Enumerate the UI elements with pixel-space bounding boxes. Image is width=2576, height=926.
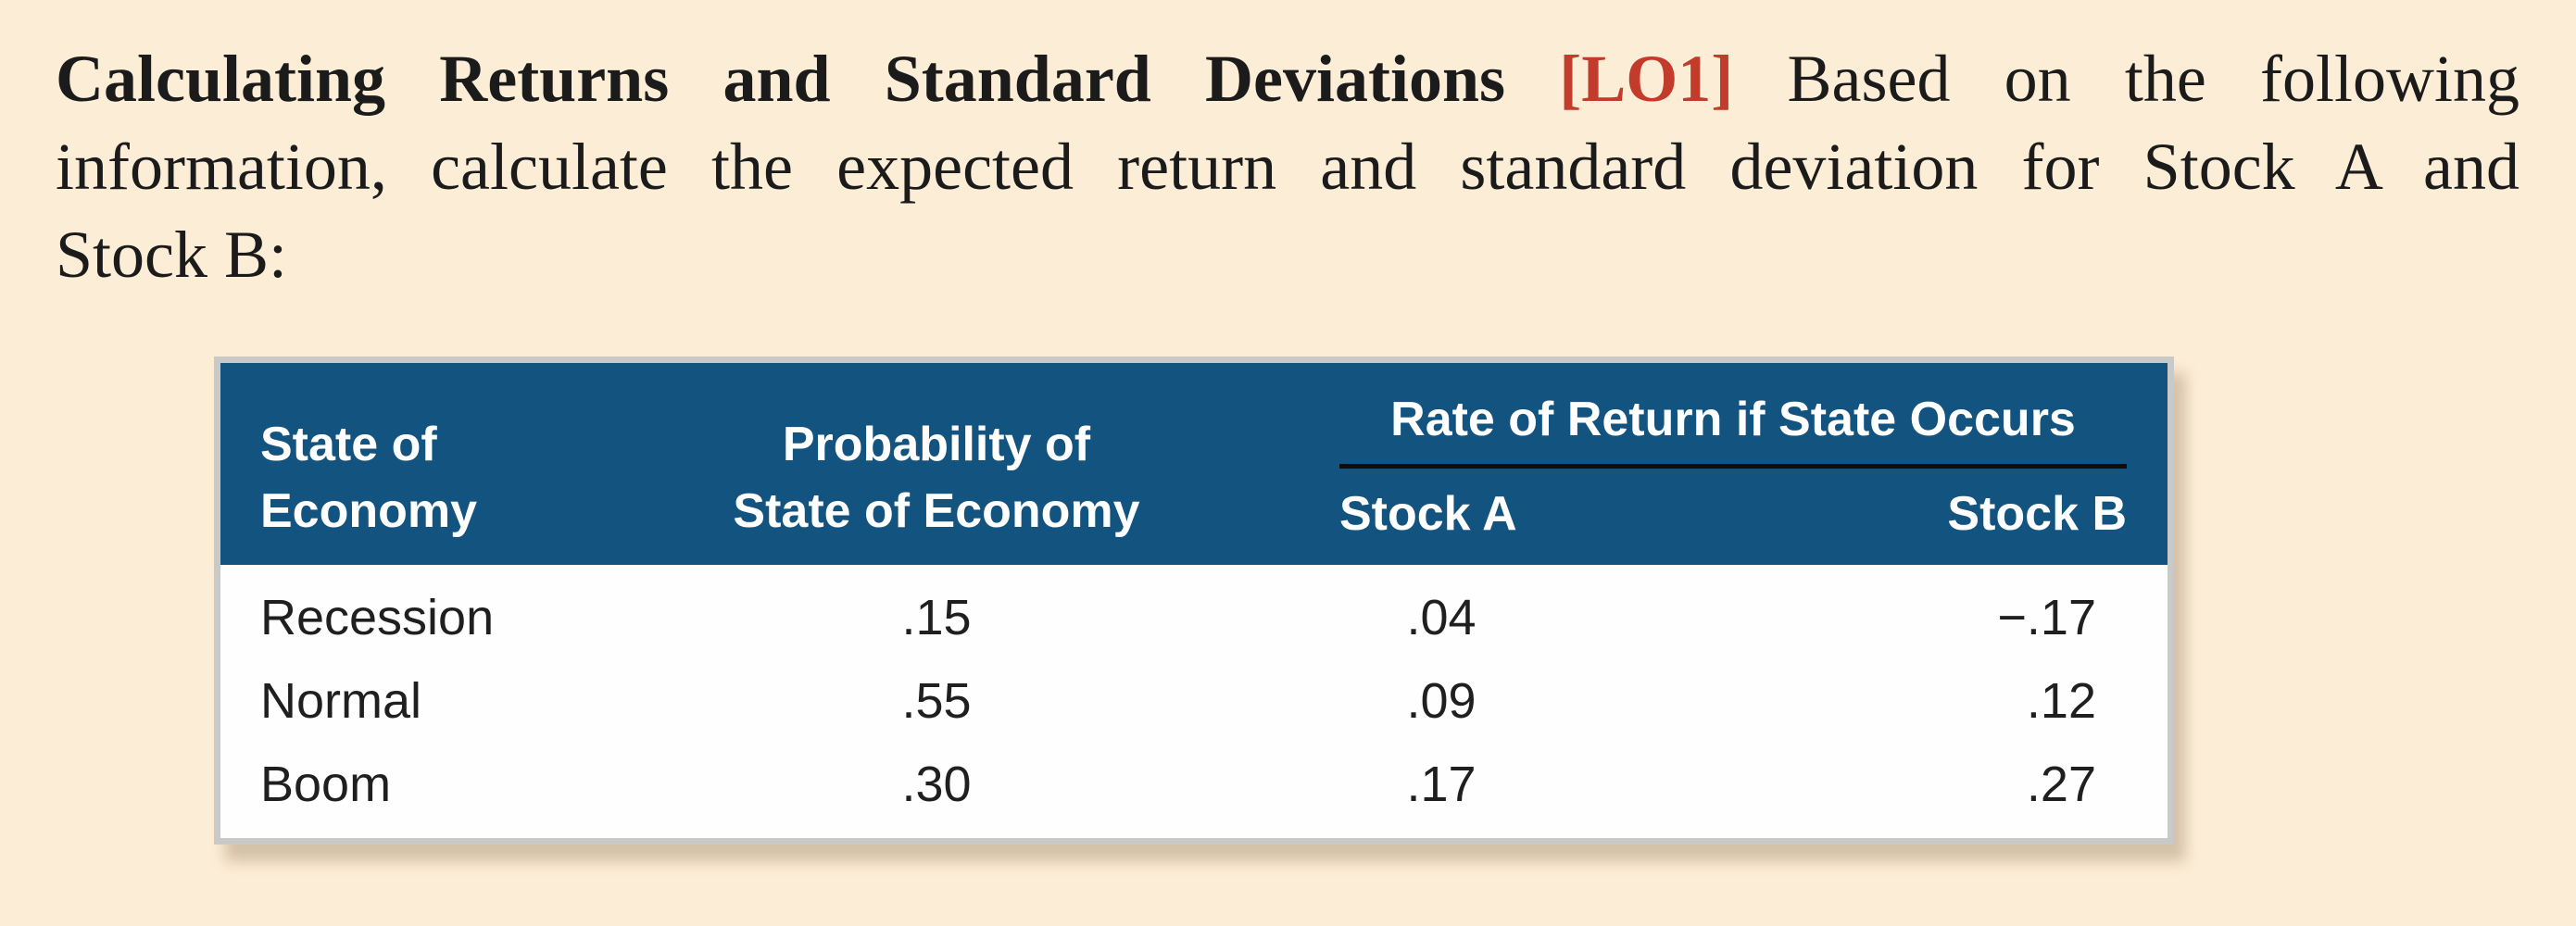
- problem-statement: Calculating Returns and Standard Deviati…: [56, 35, 2519, 299]
- cell-probability: .30: [901, 757, 972, 812]
- problem-title: Calculating Returns and Standard Deviati…: [56, 42, 1506, 116]
- cell-stock-a: .04: [1406, 590, 1476, 645]
- cell-state: Normal: [260, 673, 422, 729]
- cell-stock-a: .17: [1406, 757, 1476, 812]
- table-body: Recession .15 .04 −.17 Normal .55 .09 .1…: [220, 565, 2168, 838]
- table-row-normal: Normal .55 .09 .12: [220, 659, 2168, 743]
- problem-line-2: information, calculate the expected retu…: [56, 123, 2519, 211]
- problem-text-line2: information, calculate the expected retu…: [56, 130, 2519, 204]
- header-rate-of-return-label: Rate of Return if State Occurs: [1390, 393, 2076, 446]
- table-header: State of Economy Probability of State of…: [220, 363, 2168, 565]
- cell-stock-b: .27: [2026, 757, 2096, 812]
- problem-line-3: Stock B:: [56, 211, 2519, 299]
- header-probability-line1: Probability of: [782, 418, 1091, 471]
- header-state-line2: Economy: [260, 484, 478, 538]
- learning-objective-tag: [LO1]: [1559, 42, 1734, 116]
- cell-stock-a: .09: [1406, 673, 1476, 729]
- cell-probability: .55: [901, 673, 972, 729]
- cell-stock-b: −.17: [1997, 590, 2096, 645]
- header-stock-row: Stock A Stock B: [1339, 469, 2127, 544]
- problem-text-line3: Stock B:: [56, 218, 288, 292]
- header-stock-b: Stock B: [1947, 487, 2127, 541]
- problem-line-1: Calculating Returns and Standard Deviati…: [56, 35, 2519, 123]
- header-probability: Probability of State of Economy: [682, 363, 1191, 565]
- cell-probability: .15: [901, 590, 972, 645]
- cell-state: Recession: [260, 590, 495, 645]
- header-stock-a: Stock A: [1339, 487, 1517, 541]
- problem-text-line1: Based on the following: [1787, 42, 2520, 116]
- table-row-boom: Boom .30 .17 .27: [220, 743, 2168, 826]
- cell-state: Boom: [260, 757, 392, 812]
- header-state-line1: State of: [260, 418, 437, 471]
- header-rate-of-return-group: Rate of Return if State Occurs Stock A S…: [1191, 363, 2168, 565]
- header-state-of-economy: State of Economy: [220, 363, 682, 565]
- cell-stock-b: .12: [2026, 673, 2096, 729]
- returns-table: State of Economy Probability of State of…: [214, 357, 2174, 845]
- header-probability-line2: State of Economy: [733, 484, 1140, 538]
- table-row-recession: Recession .15 .04 −.17: [220, 576, 2168, 659]
- header-underline: [1339, 464, 2127, 469]
